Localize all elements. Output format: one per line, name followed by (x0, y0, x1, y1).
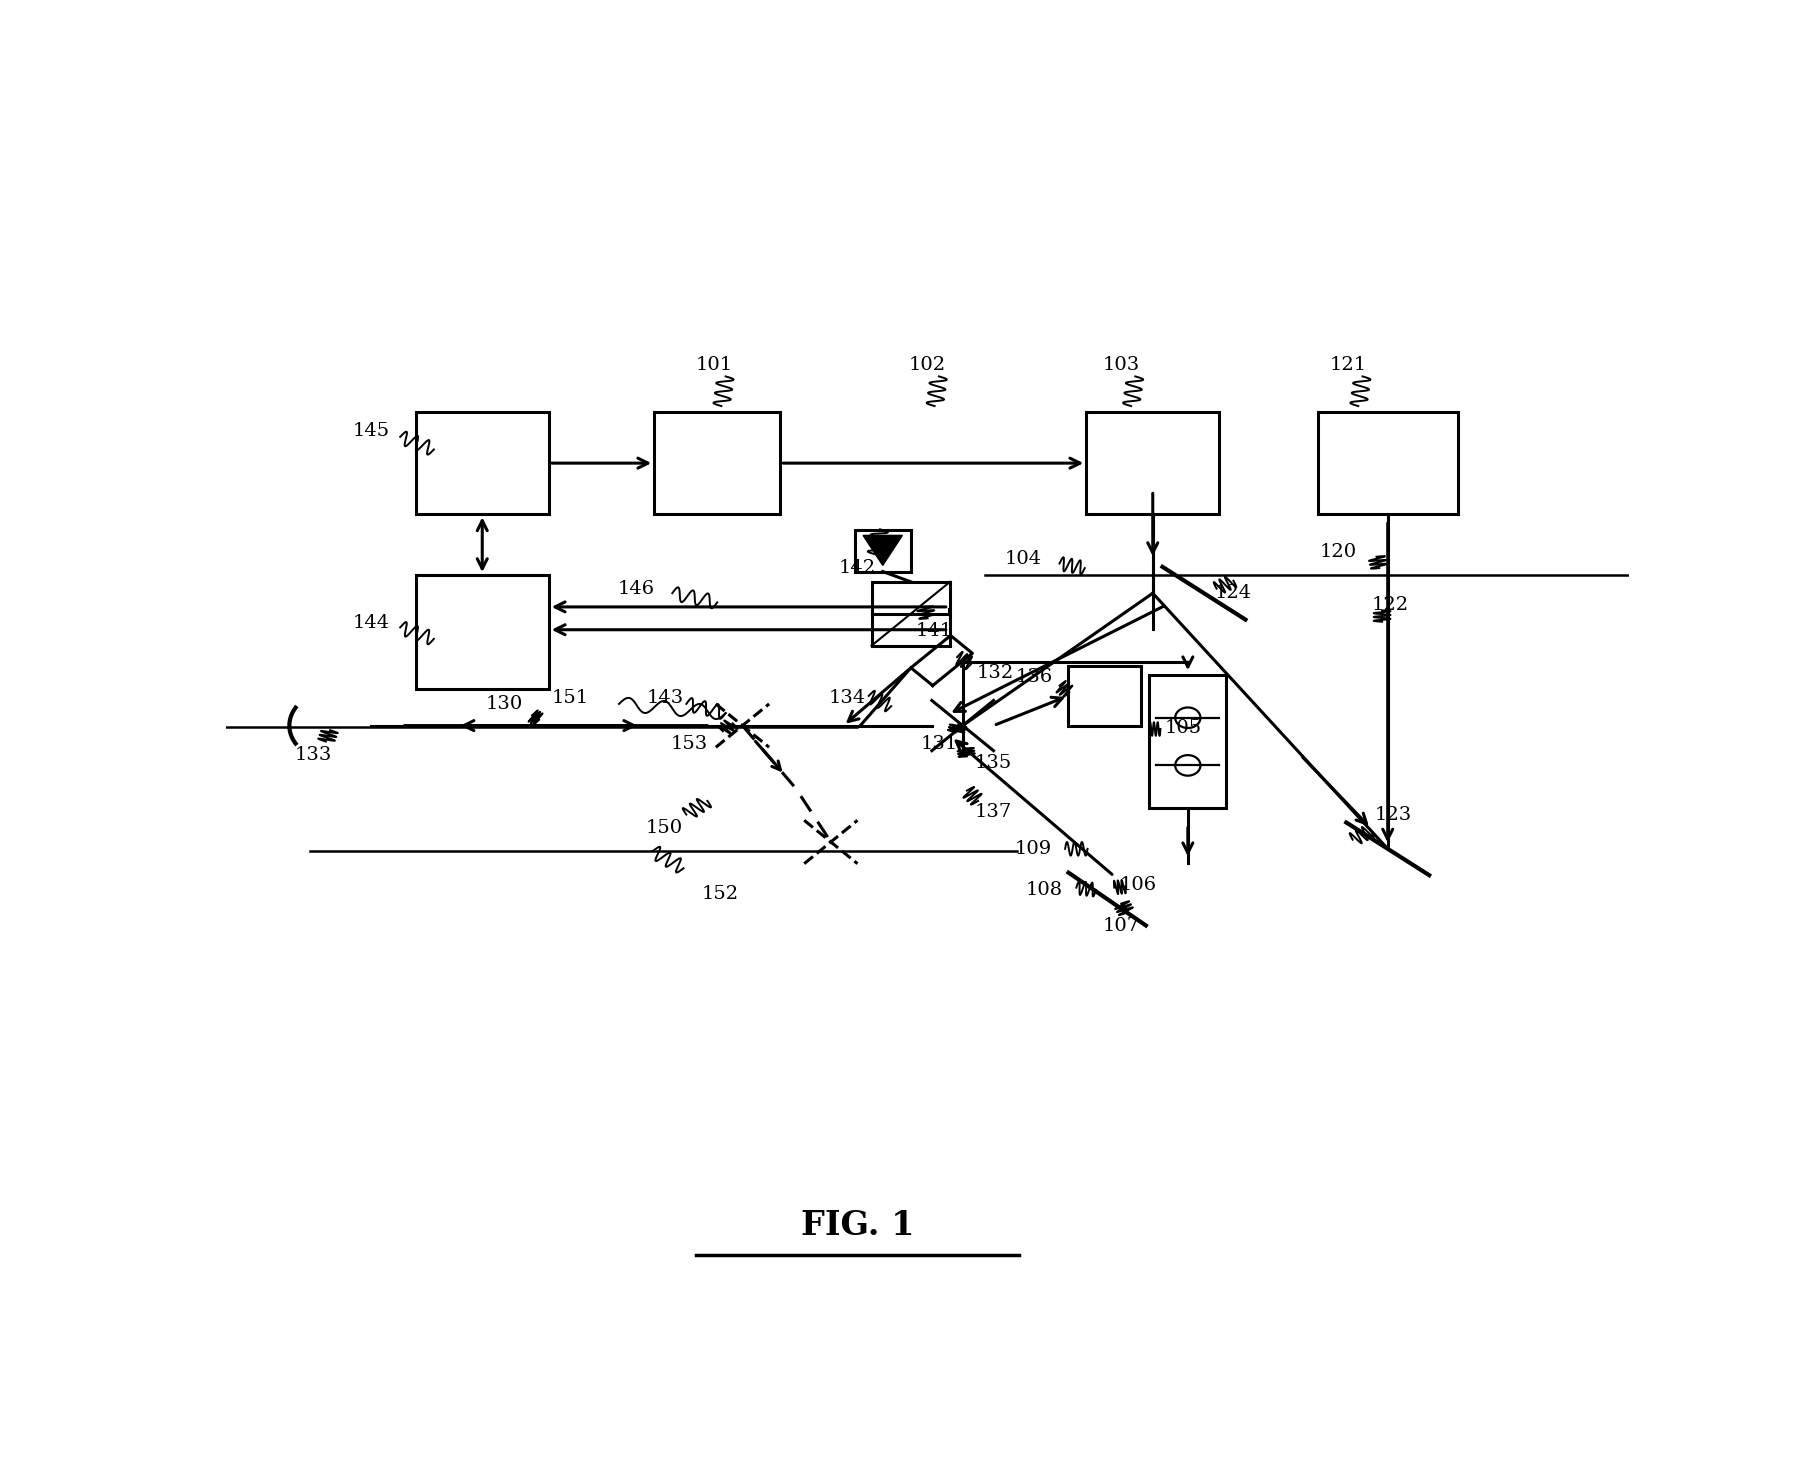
Text: 146: 146 (617, 579, 655, 597)
Text: 108: 108 (1026, 880, 1062, 900)
Text: 109: 109 (1014, 840, 1052, 858)
Text: 120: 120 (1319, 542, 1358, 562)
Text: 152: 152 (702, 885, 738, 904)
Text: 142: 142 (838, 559, 876, 576)
Text: 122: 122 (1372, 596, 1410, 614)
Text: 101: 101 (695, 356, 733, 373)
Text: 136: 136 (1015, 667, 1053, 686)
Text: 151: 151 (552, 689, 588, 707)
Text: 121: 121 (1330, 356, 1367, 373)
Text: 130: 130 (485, 695, 523, 713)
Bar (854, 531, 910, 572)
Bar (416, 575, 548, 689)
Text: 145: 145 (353, 422, 389, 440)
Text: 106: 106 (1119, 876, 1157, 894)
Bar (872, 582, 950, 646)
Bar (1149, 676, 1227, 808)
Bar (1086, 412, 1220, 514)
Text: 141: 141 (916, 622, 954, 640)
Bar (653, 412, 780, 514)
Text: 132: 132 (976, 664, 1014, 682)
Text: 144: 144 (353, 614, 389, 631)
Text: 153: 153 (670, 735, 708, 753)
Text: 131: 131 (919, 735, 957, 753)
Text: 134: 134 (829, 689, 867, 707)
Text: 150: 150 (646, 820, 682, 837)
Text: 137: 137 (976, 803, 1012, 821)
Text: FIG. 1: FIG. 1 (800, 1209, 914, 1242)
Text: 135: 135 (976, 754, 1012, 772)
Text: 103: 103 (1102, 356, 1140, 373)
Text: 124: 124 (1215, 584, 1253, 602)
Text: 123: 123 (1376, 806, 1412, 824)
Bar (1318, 412, 1457, 514)
Text: 104: 104 (1005, 550, 1041, 568)
Text: 105: 105 (1164, 719, 1202, 737)
Text: 107: 107 (1102, 917, 1140, 935)
Bar (416, 412, 548, 514)
Text: 143: 143 (646, 689, 684, 707)
Text: 102: 102 (909, 356, 947, 373)
Text: 133: 133 (295, 747, 331, 765)
Polygon shape (863, 535, 903, 565)
Bar (1068, 667, 1140, 726)
